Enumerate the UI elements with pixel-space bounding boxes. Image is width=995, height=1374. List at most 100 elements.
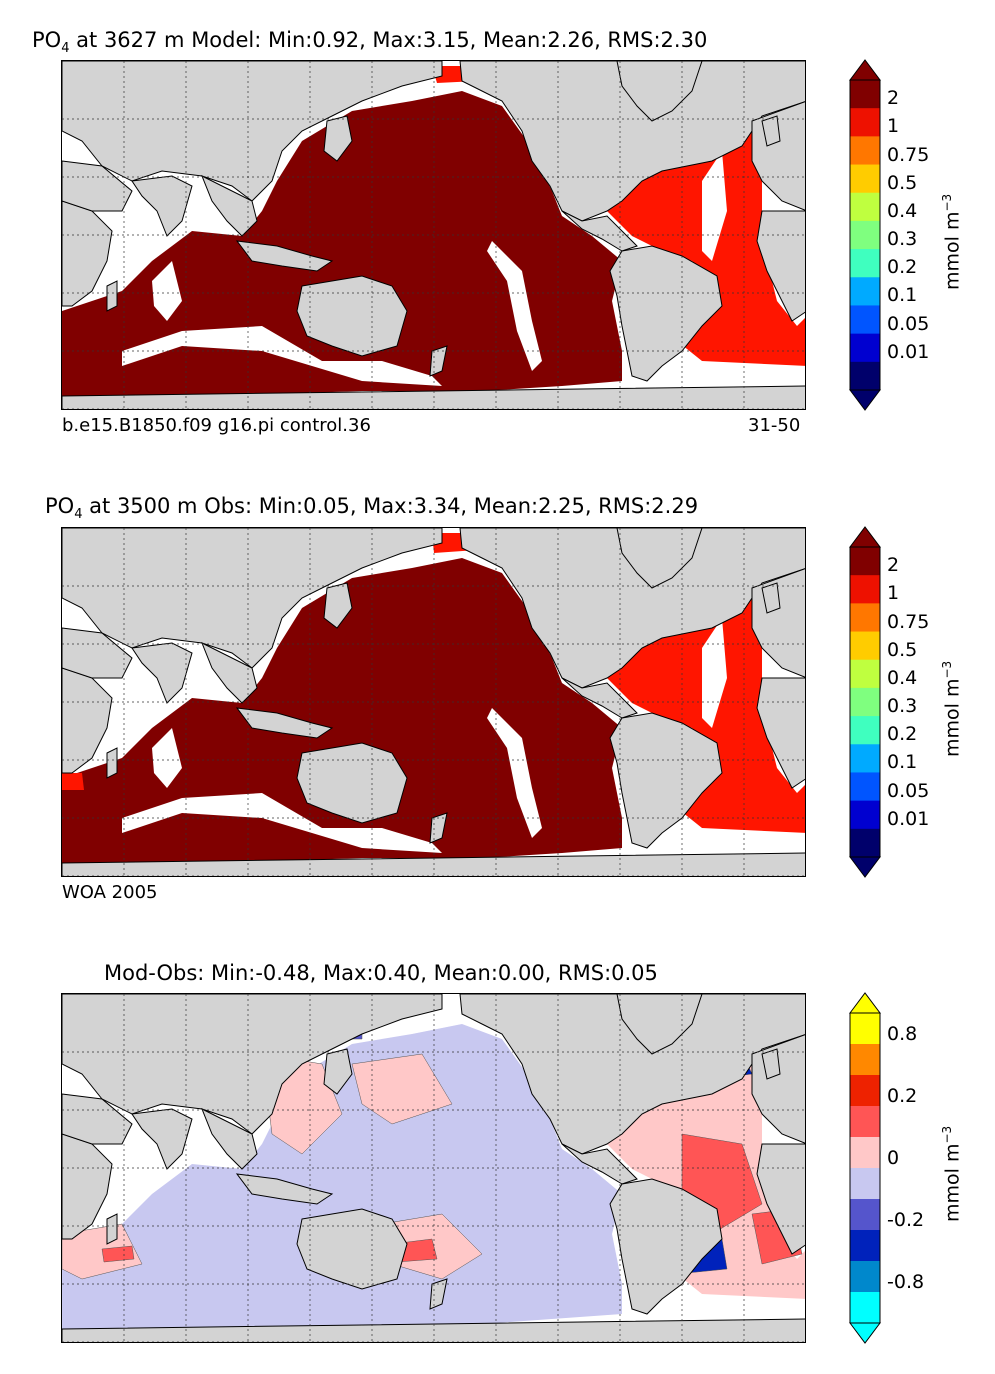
colorbar-tick-label: 2 [887,554,900,577]
land-arabia [62,627,133,679]
colorbar-tick-label: 0.5 [887,638,918,661]
colorbar-tick-label: 1 [887,582,900,605]
model-map [61,60,806,410]
colorbar-tick-label: 1 [887,115,900,138]
colorbar-tick-label: -0.8 [887,1271,925,1293]
land-centralAmerica [561,677,638,719]
colorbar-tick-label: 0.05 [887,779,930,802]
land-uk [761,582,781,614]
anomaly-blob [101,1245,135,1263]
colorbar-tick-label: 0.01 [887,340,930,363]
pacific-indian-field [62,91,622,396]
ridge-gap [622,833,805,853]
colorbar-tick-label: 0 [887,1147,900,1169]
colorbar-segment [850,800,880,830]
colorbar-segment [850,659,880,689]
land-africa [756,1143,805,1255]
obs-unit-label: mmol m−3 [940,660,964,757]
colorbar-segment [850,1137,880,1169]
colorbar-tick-label: 0.05 [887,312,930,335]
land-centralAmerica [561,210,638,252]
ridge-gap [152,728,182,788]
colorbar-segment [850,192,880,222]
colorbar-tick-label: 0.3 [887,228,918,251]
land-indonesia [235,1173,334,1205]
land-nz [429,345,448,377]
colorbar-segment [850,575,880,604]
land-layer [62,61,805,409]
land-india [131,1108,193,1170]
land-northAmerica [459,528,805,689]
colorbar-tick-label: 0.8 [887,1023,918,1045]
colorbar-tick-label: 0.3 [887,695,918,718]
ridge-gap [702,151,727,261]
land-india [131,642,193,704]
model-unit-label: mmol m−3 [940,193,964,290]
ridge-gap [487,708,542,838]
ridge-gap [152,261,182,321]
colorbar-tick-label: 0.01 [887,807,930,830]
colorbar-segment [850,828,880,858]
land-australia [296,1208,408,1290]
colorbar-tick-label: 0.1 [887,751,918,774]
colorbar-segment [850,220,880,250]
model-caption-left: b.e15.B1850.f09 g16.pi control.36 [62,415,371,436]
obs-title: PO4 at 3500 m Obs: Min:0.05, Max:3.34, M… [45,494,699,523]
land-antarctica [62,385,805,409]
diff-colorbar [849,992,881,1344]
colorbar-tick-label: 0.2 [887,256,918,279]
model-caption-right: 31-50 [748,415,801,436]
land-africa [756,677,805,789]
graticule [62,528,805,876]
colorbar-min-extend [849,389,881,411]
land-northAmerica [459,994,805,1155]
land-eurasiaEast [62,994,443,1135]
land-antarctica [62,852,805,876]
colorbar-min-extend [849,1322,881,1344]
ridge-gap [702,618,727,728]
land-australia [296,275,408,357]
land-japan [323,115,353,162]
colorbar-segment [850,1013,880,1045]
agulhas-patch [62,773,84,790]
land-eurasiaEast [62,61,443,202]
colorbar-segment [850,1230,880,1262]
diff-map [61,993,806,1343]
pacific-indian-field [62,558,622,863]
colorbar-segment [850,603,880,633]
ridge-gap [122,326,442,386]
colorbar-segment [850,547,880,576]
colorbar-max-extend [849,992,881,1014]
land-madagascar [106,1213,118,1245]
land-japan [323,1048,353,1095]
colorbar-segment [850,1261,880,1293]
neg-region [62,1024,622,1329]
land-arabia [62,1093,133,1145]
ridge-gap [122,793,442,853]
land-greenland [616,528,703,589]
colorbar-segment [850,631,880,661]
obs-caption-left: WOA 2005 [62,882,158,903]
obs-map [61,527,806,877]
diff-title: Mod-Obs: Min:-0.48, Max:0.40, Mean:0.00,… [104,961,658,985]
colorbar-min-extend [849,856,881,878]
colorbar-max-extend [849,59,881,81]
land-africaWest [62,667,113,774]
ridge-gap [487,241,542,371]
colorbar-segment [850,361,880,391]
land-southAmerica [609,712,723,849]
colorbar-segment [850,249,880,278]
land-seAsia [201,641,258,704]
colorbar-segment [850,108,880,137]
colorbar-tick-label: 0.5 [887,171,918,194]
colorbar-max-extend [849,526,881,548]
colorbar-segment [850,1199,880,1231]
land-uk [761,115,781,147]
land-antarctica [62,1318,805,1342]
land-indonesia [235,240,334,272]
land-southAmerica [609,1178,723,1315]
land-northAmerica [459,61,805,222]
colorbar-tick-label: -0.2 [887,1209,925,1231]
land-japan [323,582,353,629]
colorbar-tick-label: 0.75 [887,143,930,166]
